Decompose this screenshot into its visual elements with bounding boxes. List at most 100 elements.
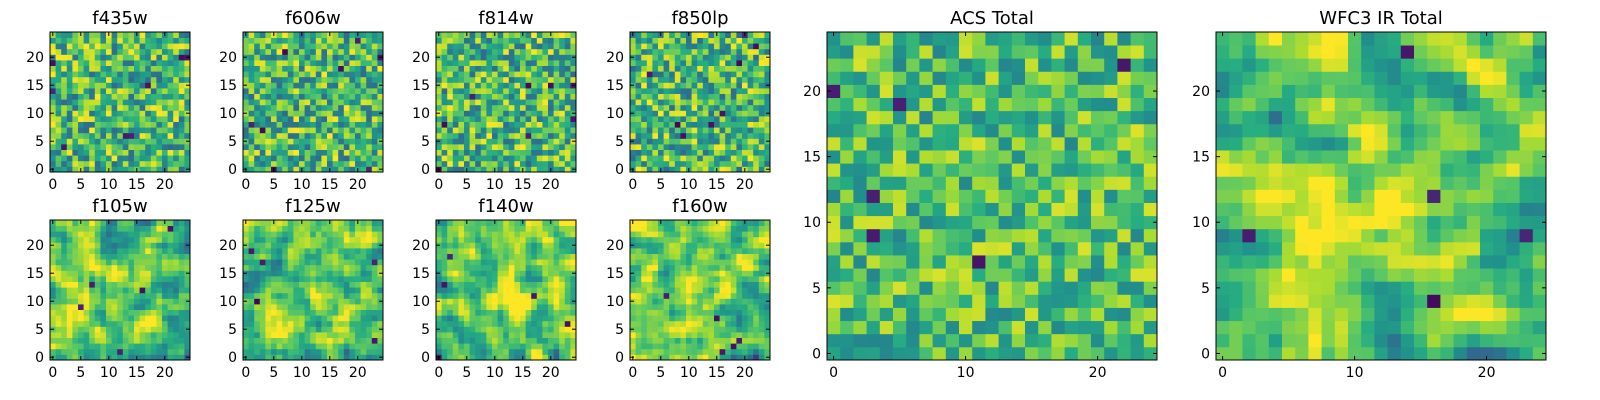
- heatmap-cell: [338, 116, 345, 122]
- heatmap-cell: [259, 54, 266, 61]
- heatmap-cell: [167, 348, 174, 355]
- heatmap-cell: [553, 138, 560, 145]
- heatmap-cell: [658, 315, 664, 322]
- heatmap-cell: [475, 160, 482, 167]
- heatmap-cell: [514, 121, 521, 128]
- heatmap-cell: [764, 127, 771, 134]
- heatmap-cell: [100, 160, 107, 167]
- heatmap-cell: [635, 281, 642, 288]
- heatmap-cell: [271, 270, 277, 277]
- heatmap-cell: [514, 82, 521, 89]
- heatmap-cell: [641, 270, 648, 277]
- heatmap-cell: [702, 110, 709, 117]
- heatmap-cell: [66, 138, 73, 145]
- heatmap-cell: [497, 332, 504, 338]
- heatmap-cell: [94, 160, 101, 167]
- heatmap-cell: [343, 231, 350, 238]
- heatmap-cell: [520, 99, 526, 106]
- heatmap-cell: [162, 48, 168, 55]
- heatmap-cell: [469, 60, 476, 66]
- heatmap-cell: [680, 160, 687, 167]
- heatmap-cell: [436, 343, 442, 350]
- heatmap-cell: [436, 259, 442, 266]
- heatmap-cell: [66, 264, 73, 271]
- heatmap-cell: [304, 298, 311, 305]
- heatmap-cell: [559, 88, 566, 94]
- heatmap-cell: [327, 127, 333, 134]
- heatmap-cell: [304, 276, 311, 282]
- heatmap-cell: [299, 88, 305, 94]
- heatmap-cell: [111, 220, 118, 226]
- heatmap-cell: [259, 37, 266, 44]
- heatmap-cell: [486, 343, 493, 350]
- heatmap-cell: [162, 155, 168, 162]
- heatmap-cell: [150, 132, 157, 139]
- heatmap-cell: [559, 110, 566, 117]
- heatmap-cell: [282, 236, 289, 243]
- heatmap-cell: [719, 144, 726, 150]
- heatmap-cell: [122, 110, 129, 117]
- heatmap-cell: [271, 343, 277, 350]
- heatmap-cell: [94, 116, 101, 122]
- heatmap-cell: [122, 60, 129, 66]
- heatmap-cell: [646, 76, 653, 83]
- heatmap-cell: [50, 337, 56, 344]
- heatmap-cell: [641, 287, 648, 294]
- heatmap-cell: [753, 309, 760, 316]
- heatmap-cell: [559, 149, 566, 156]
- heatmap-cell: [134, 326, 140, 333]
- heatmap-cell: [564, 348, 571, 355]
- heatmap-cell: [669, 270, 676, 277]
- heatmap-cell: [525, 248, 532, 254]
- heatmap-cell: [758, 354, 765, 361]
- heatmap-cell: [753, 155, 760, 162]
- heatmap-cell: [702, 315, 709, 322]
- heatmap-cell: [338, 225, 345, 232]
- heatmap-cell: [139, 121, 146, 128]
- heatmap-cell: [321, 281, 328, 288]
- heatmap-cell: [50, 309, 56, 316]
- heatmap-cell: [658, 287, 664, 294]
- heatmap-cell: [259, 259, 266, 266]
- heatmap-cell: [441, 144, 448, 150]
- heatmap-cell: [122, 242, 129, 249]
- heatmap-cell: [78, 104, 84, 111]
- heatmap-cell: [758, 76, 765, 83]
- heatmap-cell: [156, 60, 163, 66]
- heatmap-cell: [458, 110, 465, 117]
- heatmap-cell: [658, 298, 664, 305]
- heatmap-cell: [134, 304, 140, 310]
- heatmap-cell: [139, 248, 146, 254]
- heatmap-cell: [719, 343, 726, 350]
- heatmap-cell: [441, 54, 448, 61]
- heatmap-cell: [447, 248, 454, 254]
- heatmap-cell: [764, 32, 771, 38]
- heatmap-cell: [360, 76, 367, 83]
- heatmap-cell: [89, 264, 96, 271]
- heatmap-cell: [464, 104, 470, 111]
- heatmap-cell: [100, 270, 107, 277]
- heatmap-cell: [686, 155, 692, 162]
- heatmap-cell: [697, 76, 704, 83]
- heatmap-cell: [355, 276, 361, 282]
- heatmap-cell: [475, 276, 482, 282]
- heatmap-cell: [299, 287, 305, 294]
- heatmap-cell: [167, 337, 174, 344]
- heatmap-cell: [658, 99, 664, 106]
- heatmap-cell: [355, 304, 361, 310]
- heatmap-cell: [503, 309, 510, 316]
- heatmap-cell: [719, 309, 726, 316]
- heatmap-cell: [441, 71, 448, 78]
- heatmap-cell: [464, 99, 470, 106]
- heatmap-cell: [686, 104, 692, 111]
- heatmap-cell: [452, 99, 459, 106]
- heatmap-cell: [94, 110, 101, 117]
- heatmap-cell: [725, 354, 732, 361]
- heatmap-cell: [458, 116, 465, 122]
- heatmap-cell: [680, 287, 687, 294]
- heatmap-cell: [525, 220, 532, 226]
- heatmap-cell: [714, 309, 720, 316]
- heatmap-cell: [332, 248, 339, 254]
- heatmap-cell: [371, 32, 378, 38]
